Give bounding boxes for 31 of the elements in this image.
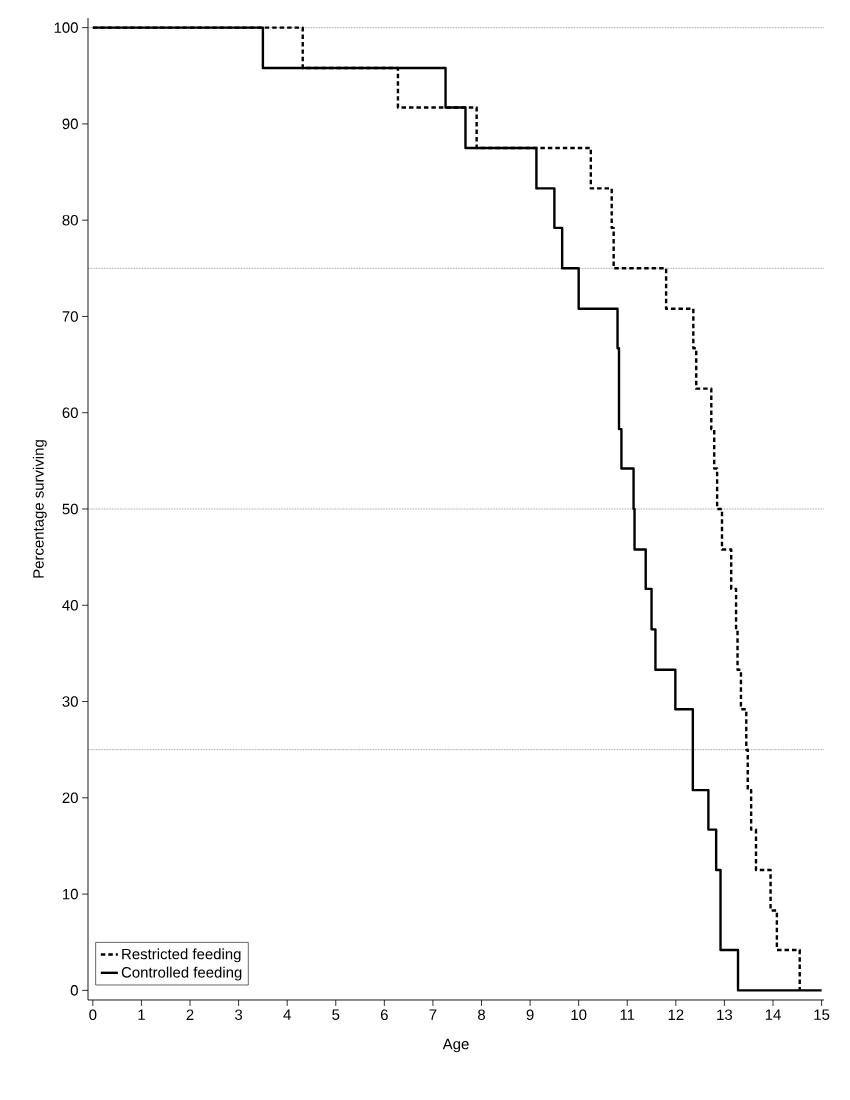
x-axis-title: Age (442, 1038, 469, 1053)
x-tick-label: 14 (765, 1009, 781, 1020)
y-tick-label: 20 (62, 792, 78, 804)
x-tick-label: 7 (429, 1009, 437, 1020)
x-tick-label: 11 (620, 1009, 635, 1020)
y-tick-label: 50 (62, 503, 78, 515)
legend-label: Controlled feeding (121, 966, 242, 981)
y-axis-title: Percentage surviving (32, 440, 47, 578)
x-tick-label: 6 (380, 1009, 388, 1021)
y-tick-label: 30 (62, 696, 78, 707)
y-tick-label: 80 (62, 214, 78, 226)
x-tick-label: 2 (186, 1009, 194, 1020)
y-tick-label: 60 (62, 407, 78, 418)
x-tick-label: 15 (814, 1009, 830, 1020)
y-tick-label: 10 (63, 888, 78, 900)
y-tick-label: 0 (70, 985, 78, 996)
x-tick-label: 5 (332, 1009, 340, 1020)
y-tick-label: 40 (62, 599, 78, 611)
x-tick-label: 4 (283, 1009, 291, 1020)
x-tick-label: 12 (668, 1009, 684, 1020)
x-tick-label: 0 (89, 1009, 97, 1021)
x-tick-label: 13 (717, 1009, 733, 1021)
x-tick-label: 1 (138, 1009, 145, 1020)
y-tick-label: 100 (54, 22, 78, 33)
y-tick-label: 70 (62, 311, 78, 322)
x-tick-label: 3 (235, 1009, 243, 1021)
x-tick-label: 8 (478, 1009, 486, 1021)
y-tick-label: 90 (62, 118, 78, 130)
legend-label: Restricted feeding (122, 948, 241, 963)
x-tick-label: 9 (526, 1009, 534, 1021)
x-tick-label: 10 (571, 1009, 587, 1021)
